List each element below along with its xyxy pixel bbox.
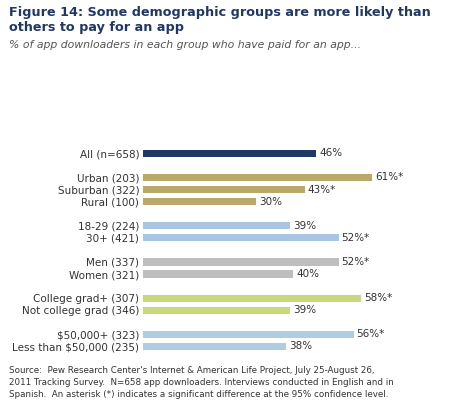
Bar — [143, 307, 290, 314]
Bar — [143, 270, 293, 278]
Bar — [143, 174, 372, 181]
Bar — [143, 198, 256, 205]
Text: 56%*: 56%* — [357, 329, 385, 339]
Text: 38%: 38% — [289, 341, 312, 352]
Text: 40%: 40% — [297, 269, 320, 279]
Text: 52%*: 52%* — [342, 257, 370, 267]
Text: 39%: 39% — [293, 305, 316, 315]
Bar — [143, 343, 286, 350]
Text: Source:  Pew Research Center's Internet & American Life Project, July 25-August : Source: Pew Research Center's Internet &… — [9, 366, 394, 399]
Text: % of app downloaders in each group who have paid for an app...: % of app downloaders in each group who h… — [9, 40, 361, 50]
Bar — [143, 150, 316, 157]
Bar — [143, 294, 361, 302]
Bar — [143, 222, 290, 229]
Text: others to pay for an app: others to pay for an app — [9, 21, 184, 34]
Text: 39%: 39% — [293, 221, 316, 231]
Bar — [143, 234, 338, 241]
Text: 46%: 46% — [319, 148, 342, 158]
Bar — [143, 331, 353, 338]
Text: 30%: 30% — [259, 197, 282, 207]
Text: Figure 14: Some demographic groups are more likely than: Figure 14: Some demographic groups are m… — [9, 6, 431, 19]
Text: 52%*: 52%* — [342, 233, 370, 243]
Text: 43%*: 43%* — [308, 184, 336, 194]
Bar — [143, 186, 305, 193]
Text: 61%*: 61%* — [376, 173, 404, 182]
Bar — [143, 258, 338, 265]
Text: 58%*: 58%* — [364, 293, 392, 303]
